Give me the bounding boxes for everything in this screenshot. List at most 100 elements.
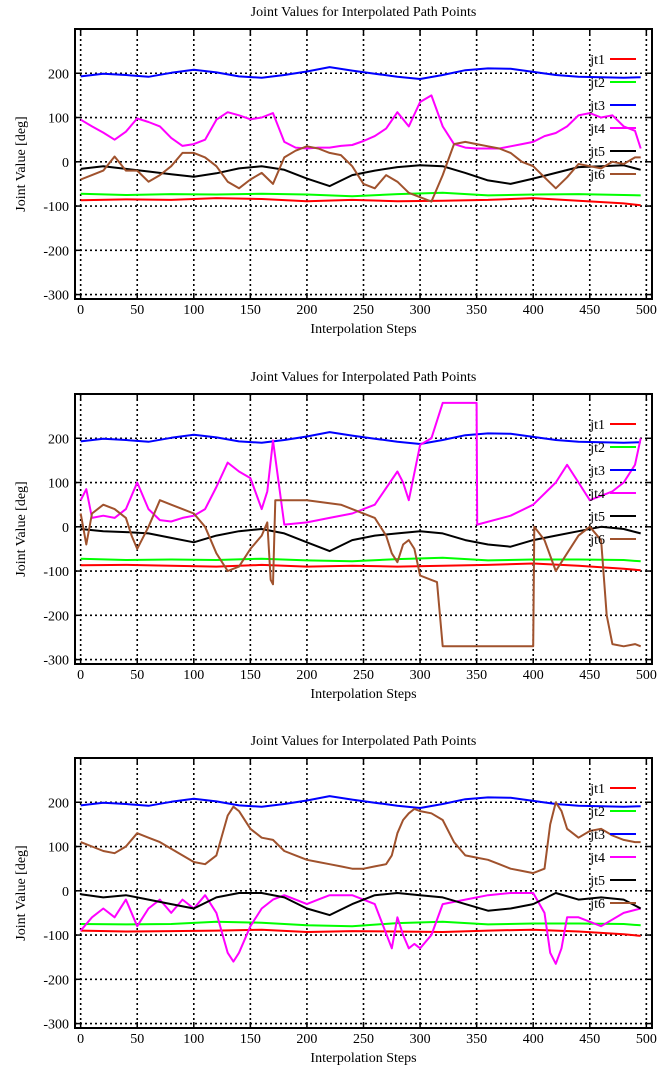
- x-tick-label: 0: [77, 303, 84, 318]
- legend-label-jt3: jt3: [589, 464, 605, 479]
- y-tick-label: 100: [48, 841, 69, 856]
- x-tick-label: 500: [636, 1032, 657, 1047]
- legend-label-jt1: jt1: [589, 782, 605, 797]
- y-tick-label: 200: [48, 432, 69, 447]
- x-tick-label: 450: [579, 1032, 600, 1047]
- x-tick-label: 200: [296, 668, 317, 683]
- x-tick-label: 0: [77, 1032, 84, 1047]
- y-tick-label: 100: [48, 112, 69, 127]
- chart-1: Joint Values for Interpolated Path Point…: [14, 5, 657, 337]
- series-group: [79, 401, 642, 648]
- y-axis-label: Joint Value [deg]: [14, 481, 29, 576]
- y-tick-label: 200: [48, 67, 69, 82]
- x-tick-label: 250: [353, 668, 374, 683]
- y-tick-label: -300: [43, 289, 69, 304]
- series-line-jt6: [80, 140, 641, 203]
- x-tick-label: 500: [636, 668, 657, 683]
- series-line-jt3: [80, 431, 641, 445]
- x-tick-label: 350: [466, 1032, 487, 1047]
- series-line-jt6: [80, 801, 641, 875]
- x-tick-label: 100: [183, 1032, 204, 1047]
- x-tick-label: 500: [636, 303, 657, 318]
- y-tick-label: -100: [43, 929, 69, 944]
- y-tick-label: -200: [43, 973, 69, 988]
- legend-label-jt4: jt4: [589, 851, 605, 866]
- legend-label-jt2: jt2: [589, 805, 605, 820]
- x-axis-label: Interpolation Steps: [310, 1051, 416, 1066]
- grid: [75, 29, 652, 299]
- series-line-jt4: [79, 892, 641, 965]
- x-tick-label: 150: [240, 303, 261, 318]
- y-tick-label: 0: [62, 885, 69, 900]
- series-line-jt2: [80, 191, 641, 198]
- legend-label-jt5: jt5: [589, 874, 605, 889]
- series-line-jt2: [80, 556, 641, 563]
- chart-title: Joint Values for Interpolated Path Point…: [251, 370, 477, 385]
- legend-label-jt6: jt6: [589, 168, 605, 183]
- x-tick-label: 250: [353, 1032, 374, 1047]
- legend-label-jt1: jt1: [589, 418, 605, 433]
- x-tick-label: 450: [579, 668, 600, 683]
- y-tick-label: -300: [43, 1018, 69, 1033]
- x-tick-label: 0: [77, 668, 84, 683]
- y-tick-label: 200: [48, 796, 69, 811]
- chart-title: Joint Values for Interpolated Path Point…: [251, 734, 477, 749]
- series-line-jt1: [80, 928, 641, 937]
- legend-label-jt1: jt1: [589, 53, 605, 68]
- x-axis-label: Interpolation Steps: [310, 322, 416, 337]
- series-line-jt1: [80, 197, 641, 207]
- grid: [75, 758, 652, 1028]
- x-axis-label: Interpolation Steps: [310, 687, 416, 702]
- series-line-jt3: [80, 66, 641, 80]
- legend-label-jt2: jt2: [589, 76, 605, 91]
- legend-label-jt4: jt4: [589, 487, 605, 502]
- x-tick-label: 50: [130, 1032, 144, 1047]
- series-group: [80, 66, 642, 207]
- legend: jt1 jt2 jt3 jt4 jt5 jt6: [589, 53, 636, 183]
- y-tick-label: 0: [62, 521, 69, 536]
- x-tick-label: 50: [130, 303, 144, 318]
- legend-label-jt3: jt3: [589, 828, 605, 843]
- x-tick-label: 400: [523, 1032, 544, 1047]
- x-tick-label: 300: [410, 668, 431, 683]
- series-group: [79, 795, 642, 965]
- x-tick-label: 400: [523, 668, 544, 683]
- x-tick-label: 200: [296, 1032, 317, 1047]
- x-tick-label: 150: [240, 1032, 261, 1047]
- x-tick-label: 450: [579, 303, 600, 318]
- legend-label-jt5: jt5: [589, 510, 605, 525]
- y-tick-label: 0: [62, 156, 69, 171]
- series-line-jt6: [79, 499, 642, 648]
- legend-label-jt5: jt5: [589, 145, 605, 160]
- legend-label-jt4: jt4: [589, 122, 605, 137]
- y-axis-label: Joint Value [deg]: [14, 845, 29, 940]
- x-tick-label: 350: [466, 668, 487, 683]
- series-line-jt3: [80, 795, 641, 809]
- x-tick-label: 100: [183, 303, 204, 318]
- series-line-jt4: [80, 94, 642, 150]
- legend: jt1 jt2 jt3 jt4 jt5 jt6: [589, 418, 636, 548]
- series-line-jt5: [80, 164, 641, 188]
- series-line-jt1: [80, 562, 641, 572]
- x-tick-label: 350: [466, 303, 487, 318]
- x-tick-label: 150: [240, 668, 261, 683]
- series-line-jt2: [80, 920, 641, 928]
- y-tick-label: 100: [48, 477, 69, 492]
- y-tick-label: -100: [43, 565, 69, 580]
- y-tick-label: -100: [43, 200, 69, 215]
- x-tick-label: 400: [523, 303, 544, 318]
- x-tick-label: 50: [130, 668, 144, 683]
- series-line-jt5: [80, 525, 641, 553]
- y-tick-label: -200: [43, 609, 69, 624]
- x-tick-label: 250: [353, 303, 374, 318]
- legend: jt1 jt2 jt3 jt4 jt5 jt6: [589, 782, 636, 912]
- chart-2: Joint Values for Interpolated Path Point…: [14, 370, 657, 702]
- x-tick-label: 100: [183, 668, 204, 683]
- chart-3: Joint Values for Interpolated Path Point…: [14, 734, 657, 1066]
- grid: [75, 394, 652, 664]
- x-tick-label: 200: [296, 303, 317, 318]
- legend-label-jt6: jt6: [589, 533, 605, 548]
- y-tick-label: -300: [43, 654, 69, 669]
- chart-title: Joint Values for Interpolated Path Point…: [251, 5, 477, 20]
